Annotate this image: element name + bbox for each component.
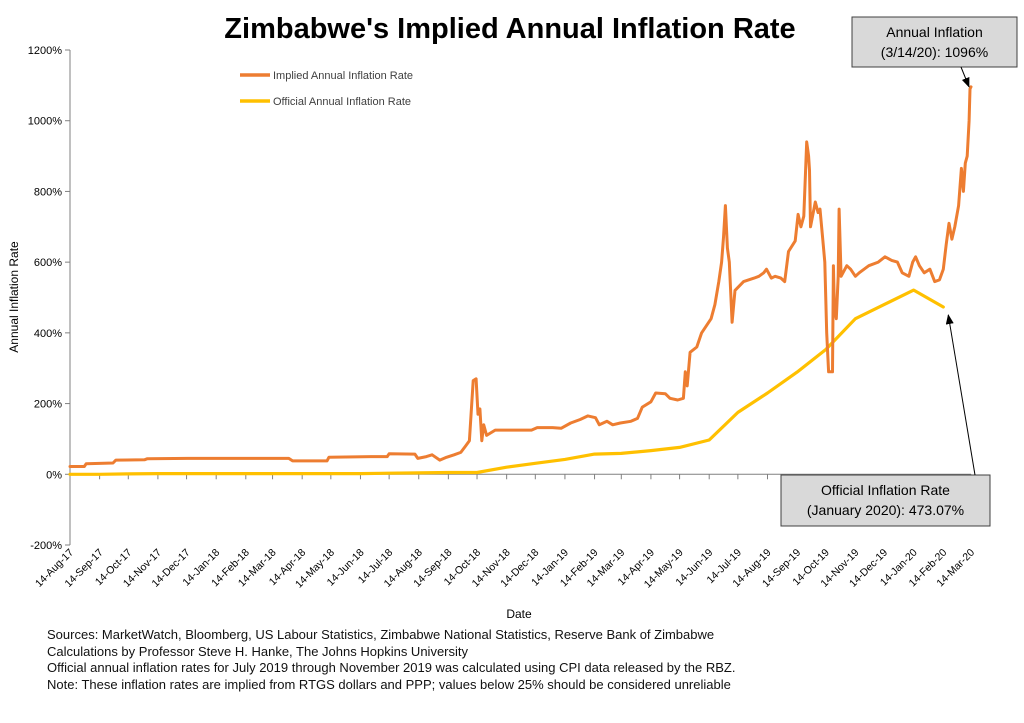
official-inflation-series-line [68, 288, 945, 476]
annotation-callout: Official Inflation Rate (January 2020): 4… [780, 474, 991, 527]
implied-inflation-series-line [68, 85, 973, 468]
annotation-text: Official Inflation Rate [821, 482, 950, 498]
y-tick-label: 200% [34, 399, 62, 411]
annotation-box [851, 16, 1018, 68]
annotation-text: (January 2020): 473.07% [807, 502, 964, 518]
footnote-calculations: Calculations by Professor Steve H. Hanke… [47, 643, 469, 659]
chart-title: Zimbabwe's Implied Annual Inflation Rate [224, 13, 795, 45]
x-axis-label: Date [506, 607, 532, 621]
y-tick-label: 0% [46, 469, 62, 481]
y-tick-label: 600% [34, 257, 62, 269]
legend-entry-label: Official Annual Inflation Rate [273, 96, 411, 108]
footnote-note: Note: These inflation rates are implied … [47, 676, 731, 692]
annotation-text: (3/14/20): 1096% [881, 44, 988, 60]
footnote-sources: Sources: MarketWatch, Bloomberg, US Labo… [47, 627, 715, 642]
y-axis-label: Annual Inflation Rate [7, 241, 21, 353]
annotation-layer: Annual Inflation (3/14/20): 1096% Official… [780, 16, 1018, 527]
y-tick-label: 1000% [28, 116, 62, 128]
y-tick-label: 400% [34, 328, 62, 340]
y-tick-label: 1200% [28, 45, 62, 57]
y-tick-label: -200% [30, 540, 62, 552]
footnote-official-rates: Official annual inflation rates for July… [47, 660, 736, 676]
y-tick-label: 800% [34, 186, 62, 198]
legend-entry-label: Implied Annual Inflation Rate [273, 70, 413, 82]
footnotes: Sources: MarketWatch, Bloomberg, US Labo… [47, 627, 1007, 693]
y-axis: -200% 0% 200% 400% 600% 800% 1000% 1200% [28, 45, 71, 552]
series-layer [68, 85, 973, 476]
annotation-box [780, 474, 991, 527]
annotation-arrow [945, 314, 976, 476]
annotation-text: Annual Inflation [886, 24, 983, 40]
legend: Implied Annual Inflation Rate Official An… [240, 70, 413, 108]
annotation-arrow [960, 66, 970, 88]
annotation-callout: Annual Inflation (3/14/20): 1096% [851, 16, 1018, 68]
